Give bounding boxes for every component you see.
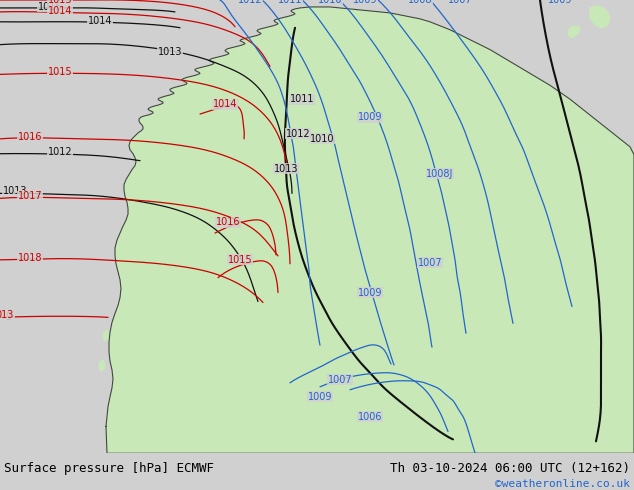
Text: 1009: 1009	[358, 288, 382, 297]
Text: 1010: 1010	[310, 134, 334, 144]
Text: 013: 013	[0, 310, 14, 320]
Text: 1007: 1007	[418, 258, 443, 268]
Text: 1009: 1009	[358, 112, 382, 122]
Text: 1011: 1011	[278, 0, 302, 5]
Polygon shape	[590, 6, 610, 28]
Polygon shape	[99, 360, 105, 371]
Text: 1015: 1015	[48, 0, 72, 5]
Polygon shape	[568, 26, 580, 38]
Text: 1014: 1014	[213, 99, 237, 109]
Text: 1011: 1011	[290, 94, 314, 104]
Text: 1015: 1015	[37, 2, 62, 12]
Text: 1014: 1014	[87, 16, 112, 26]
Text: 1015: 1015	[228, 255, 252, 265]
Text: Th 03-10-2024 06:00 UTC (12+162): Th 03-10-2024 06:00 UTC (12+162)	[390, 462, 630, 475]
Text: 9: 9	[5, 312, 11, 322]
Text: 1016: 1016	[216, 217, 240, 227]
Text: ©weatheronline.co.uk: ©weatheronline.co.uk	[495, 479, 630, 489]
Text: 1009: 1009	[548, 0, 573, 5]
Text: 1007: 1007	[448, 0, 472, 5]
Text: 1012: 1012	[238, 0, 262, 5]
Text: 1013: 1013	[3, 186, 27, 196]
Text: 1014: 1014	[48, 6, 72, 16]
Polygon shape	[107, 409, 124, 430]
Polygon shape	[103, 330, 109, 341]
Text: 1013: 1013	[274, 164, 298, 173]
Text: 1016: 1016	[18, 132, 42, 142]
Text: 1012: 1012	[48, 147, 72, 157]
Text: 1006: 1006	[358, 412, 382, 421]
Text: 1015: 1015	[48, 68, 72, 77]
Text: 1017: 1017	[18, 192, 42, 201]
Text: 1007: 1007	[328, 375, 353, 385]
Text: 1013: 1013	[158, 47, 182, 56]
Text: 1012: 1012	[286, 129, 310, 139]
Text: 1009: 1009	[353, 0, 377, 5]
Polygon shape	[118, 429, 134, 442]
Text: 1008J: 1008J	[426, 169, 454, 178]
Text: 1008: 1008	[408, 0, 432, 5]
Polygon shape	[106, 7, 634, 453]
Text: 1010: 1010	[318, 0, 342, 5]
Text: Surface pressure [hPa] ECMWF: Surface pressure [hPa] ECMWF	[4, 462, 214, 475]
Text: 1009: 1009	[307, 392, 332, 402]
Text: 1018: 1018	[18, 253, 42, 263]
